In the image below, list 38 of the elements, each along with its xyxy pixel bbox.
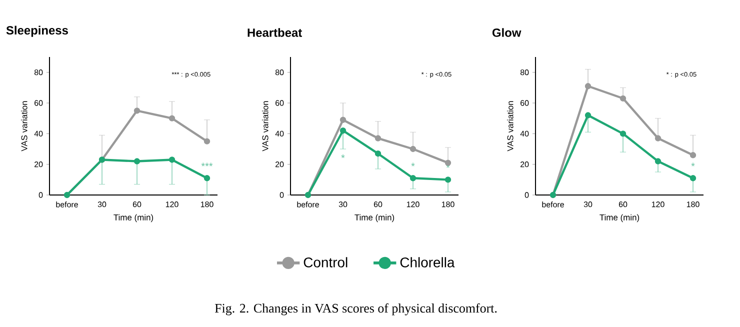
- y-axis-title: VAS variation: [262, 101, 268, 152]
- x-axis-title: Time (min): [354, 214, 394, 222]
- point: [204, 138, 210, 144]
- point: [134, 108, 140, 114]
- annotation: *: [411, 162, 415, 166]
- y-axis-title: VAS variation: [21, 101, 28, 152]
- point: [410, 146, 416, 152]
- point: [690, 152, 696, 158]
- point: [168, 115, 176, 122]
- y-axis-title: VAS variation: [507, 101, 514, 152]
- point: [584, 83, 592, 90]
- annotation: *: [691, 162, 695, 166]
- point: [340, 128, 346, 134]
- point: [374, 135, 382, 142]
- point: [620, 130, 626, 137]
- point: [690, 175, 696, 182]
- point: [340, 116, 346, 123]
- x-axis-title: Time (min): [600, 214, 640, 222]
- chart-title: Sleepiness: [6, 26, 68, 37]
- point: [444, 176, 452, 183]
- point: [204, 175, 210, 182]
- chart-title: Glow: [492, 28, 522, 37]
- point: [654, 135, 662, 142]
- point: [168, 156, 176, 163]
- point: [410, 175, 416, 182]
- point: [444, 160, 452, 166]
- point: [374, 150, 382, 157]
- annotation: *: [341, 154, 345, 158]
- x-axis-title: Time (min): [114, 214, 154, 222]
- chart-title: Heartbeat: [248, 28, 302, 37]
- annotation: ***: [201, 162, 213, 166]
- legend-label: Chlorella: [400, 257, 455, 268]
- point: [620, 95, 626, 102]
- point: [134, 158, 140, 164]
- caption: Fig. 2. Changes in VAS scores of physical discomfort.: [214, 303, 497, 316]
- point: [654, 158, 662, 164]
- point: [584, 112, 592, 118]
- legend-label: Control: [304, 257, 348, 268]
